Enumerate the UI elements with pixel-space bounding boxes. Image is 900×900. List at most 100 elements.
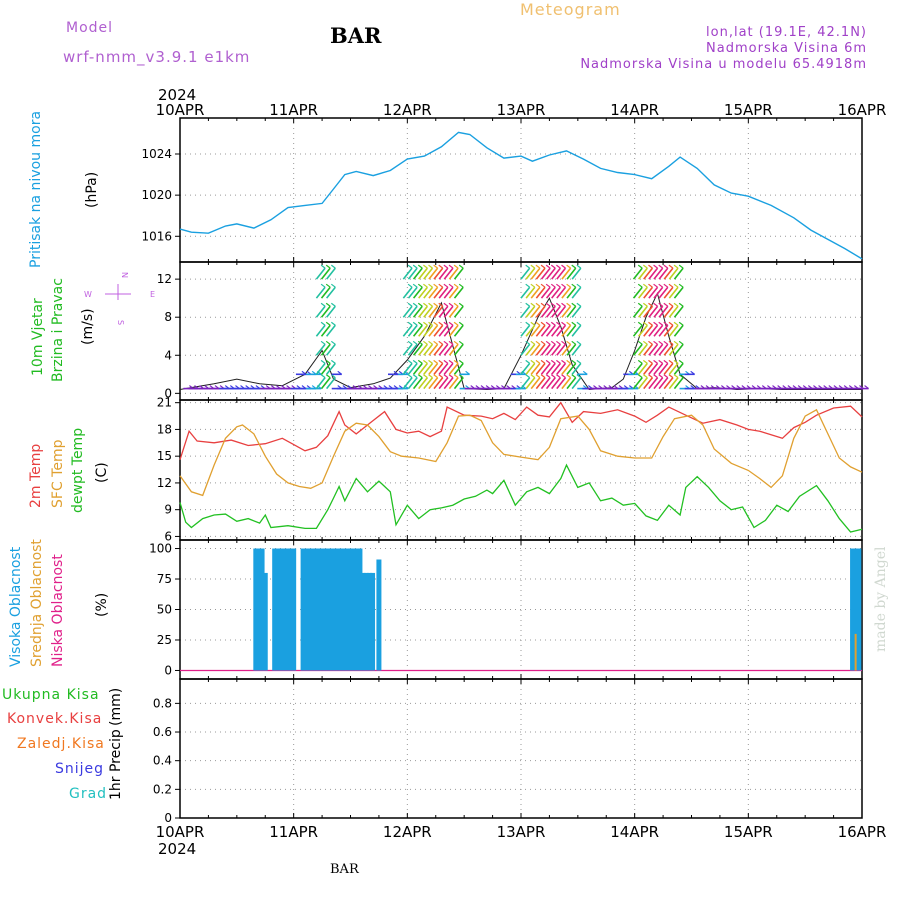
wind-barb xyxy=(418,362,429,375)
wind-barb-head xyxy=(642,321,648,326)
wind-barb-head xyxy=(423,321,428,326)
wind-barb-head xyxy=(663,302,669,307)
wind-barb xyxy=(412,362,423,375)
wind-barb-head xyxy=(428,340,433,345)
wind-barb-head xyxy=(453,302,459,307)
wind-barb xyxy=(632,362,643,375)
y-tick-label: 50 xyxy=(157,603,172,617)
wind-barb-head xyxy=(678,340,684,345)
wind-barb xyxy=(535,267,546,280)
wind-barb xyxy=(653,324,664,337)
wind-barb xyxy=(638,362,648,375)
cloud-high-bar xyxy=(281,548,287,671)
wind-barb xyxy=(540,267,551,280)
compass-n: N xyxy=(120,272,129,278)
wind-barb-head xyxy=(417,340,423,345)
y-tick-label: 75 xyxy=(157,572,172,586)
wind-barb xyxy=(673,377,684,390)
wind-barb-head xyxy=(453,374,459,379)
wind-barb-head xyxy=(412,359,418,364)
wind-barb-head xyxy=(545,321,551,326)
wind-barb xyxy=(326,267,336,280)
wind-barb xyxy=(648,324,659,337)
wind-barb xyxy=(632,267,643,280)
wind-barb-head xyxy=(525,321,531,326)
wind-barb xyxy=(551,377,562,390)
wind-barb xyxy=(551,267,562,280)
wind-barb-head xyxy=(453,283,459,288)
wind-barb-head xyxy=(407,321,413,326)
wind-barb-head xyxy=(433,374,438,379)
cloud-high-bar xyxy=(322,548,328,671)
wind-barb-head xyxy=(576,264,582,269)
wind-barb xyxy=(663,377,674,390)
wind-barb xyxy=(453,343,464,356)
wind-barb-head xyxy=(571,264,577,269)
cloud-high-bar xyxy=(856,548,862,671)
wind-barb xyxy=(648,362,659,375)
wind-barb-head xyxy=(325,374,331,379)
compass-w: W xyxy=(84,290,92,299)
wind-barb xyxy=(545,362,556,375)
cloud-high-bar xyxy=(313,548,319,671)
wind-barb-head xyxy=(556,321,561,326)
panel-4: 0 0.2 0.4 0.6 0.8 xyxy=(153,678,863,825)
wind-barb-head xyxy=(658,264,664,269)
wind-barb xyxy=(525,267,536,280)
wind-barb-head xyxy=(653,374,658,379)
wind-barb xyxy=(632,377,643,390)
wind-barb-head xyxy=(530,374,536,379)
wind-barb-head xyxy=(458,264,464,269)
wind-barb xyxy=(525,377,536,390)
y-tick-label: 12 xyxy=(157,272,172,286)
wind-barb xyxy=(556,343,567,356)
wind-barb xyxy=(412,305,423,318)
wind-barb xyxy=(315,377,326,390)
wind-barb-head xyxy=(653,302,658,307)
wind-barb-head xyxy=(556,302,561,307)
wind-barb xyxy=(556,324,567,337)
wind-barb xyxy=(658,267,669,280)
bottom-x-tick-label: 15APR xyxy=(724,823,773,841)
wind-barb xyxy=(530,267,541,280)
wind-barb xyxy=(423,286,434,299)
wind-barb-head xyxy=(428,302,433,307)
y-tick-label: 0.2 xyxy=(153,782,172,796)
wind-barb xyxy=(540,286,551,299)
wind-barb xyxy=(566,286,577,299)
cloud-high-bar xyxy=(850,548,856,671)
wind-barb xyxy=(530,324,541,337)
legend-frz-rain: Zaledj.Kisa xyxy=(17,736,105,752)
wind-barb xyxy=(407,362,418,375)
y-tick-label: 0 xyxy=(164,663,172,677)
top-x-tick-label: 16APR xyxy=(838,101,887,119)
wind-barb-head xyxy=(412,374,418,379)
wind-barb xyxy=(428,305,439,318)
wind-barb-head xyxy=(530,302,536,307)
wind-barb-head xyxy=(458,340,464,345)
wind-barb xyxy=(556,305,567,318)
wind-barb-head xyxy=(673,302,679,307)
wind-barb-head xyxy=(330,264,336,269)
wind-barb-head xyxy=(337,370,343,375)
wind-barb xyxy=(551,305,562,318)
wind-barb xyxy=(428,343,439,356)
wind-barb xyxy=(520,377,531,390)
wind-barb xyxy=(525,362,536,375)
wind-barb xyxy=(320,362,331,375)
wind-barb-head xyxy=(530,340,536,345)
wind-barb-head xyxy=(417,359,423,364)
top-x-tick-label: 12APR xyxy=(383,101,432,119)
wind-barb xyxy=(668,343,679,356)
wind-barb-head xyxy=(535,283,541,288)
top-x-tick-labels: 10APR 11APR 12APR 13APR 14APR 15APR 16APR xyxy=(156,101,887,119)
wind-barb xyxy=(545,286,556,299)
wind-barb xyxy=(418,286,429,299)
wind-barb xyxy=(668,305,679,318)
wind-barb-head xyxy=(576,302,582,307)
wind-barb xyxy=(663,362,674,375)
wind-barb xyxy=(658,286,669,299)
wind-barb-head xyxy=(653,340,658,345)
wind-barb xyxy=(653,267,664,280)
